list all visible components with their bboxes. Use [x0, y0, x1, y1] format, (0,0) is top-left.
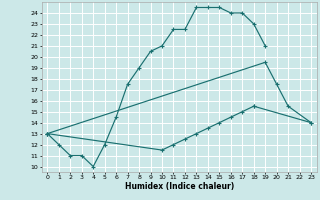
X-axis label: Humidex (Indice chaleur): Humidex (Indice chaleur)	[124, 182, 234, 191]
